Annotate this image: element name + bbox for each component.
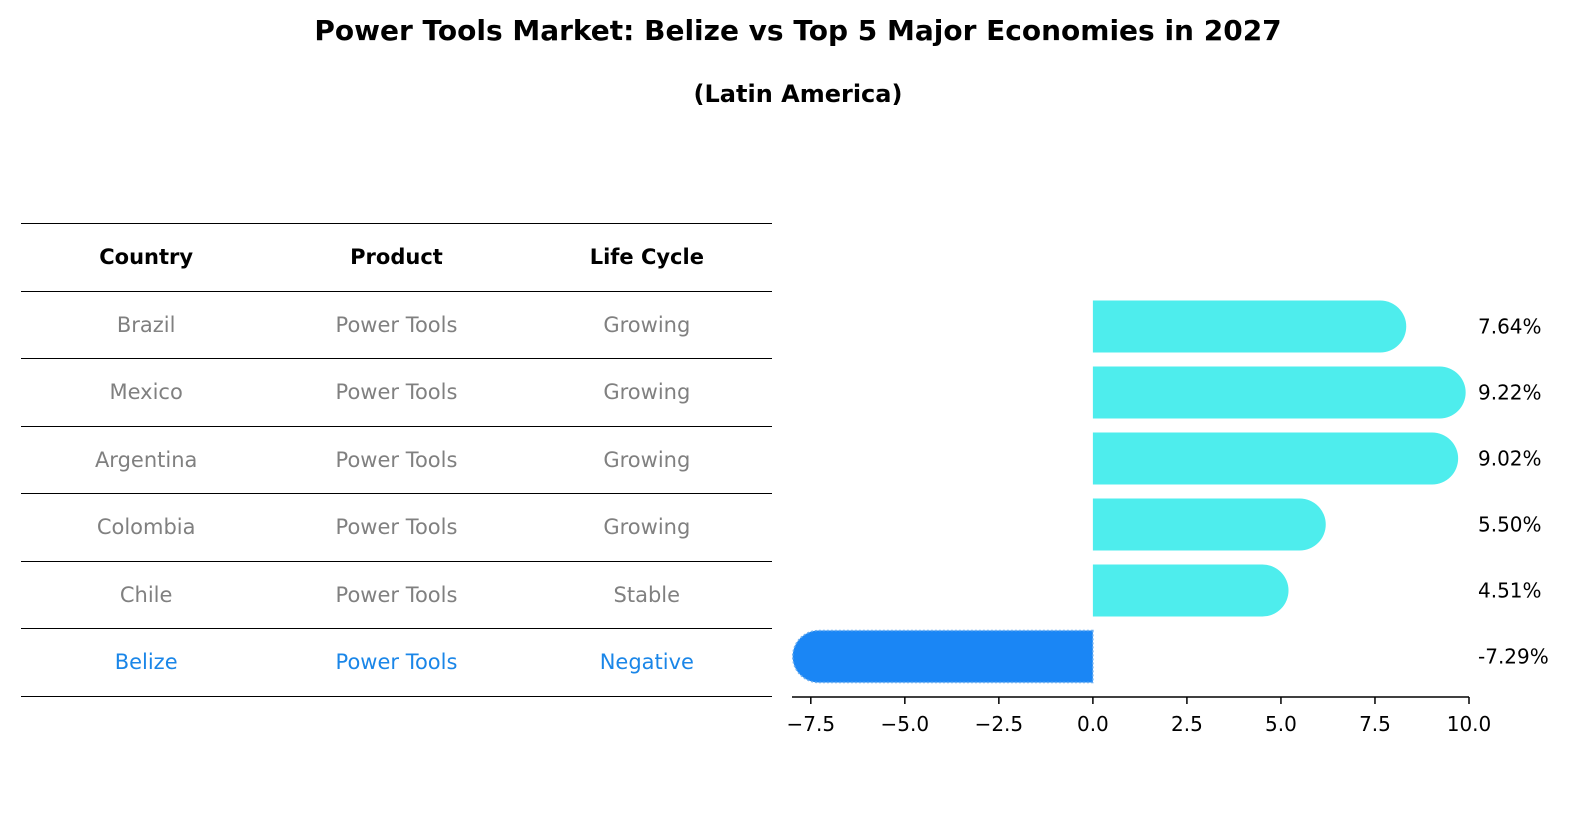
x-tick-label: −2.5 (975, 712, 1024, 736)
bar-colombia (1092, 498, 1326, 551)
x-tick-label: 5.0 (1265, 712, 1297, 736)
x-tick-label: −5.0 (881, 712, 930, 736)
x-tick-label: 2.5 (1171, 712, 1203, 736)
cell-country: Chile (119, 582, 173, 607)
header-country: Country (99, 245, 194, 270)
cell-life-cycle: Negative (599, 650, 694, 675)
value-label: 9.22% (1478, 381, 1542, 405)
cell-life-cycle: Stable (613, 582, 681, 607)
bar-argentina (1092, 432, 1459, 485)
cell-life-cycle: Growing (603, 380, 691, 405)
table-row: Argentina Power Tools Growing (21, 425, 772, 494)
cell-country: Argentina (94, 447, 198, 472)
bar-belize (791, 629, 1094, 684)
cell-product: Power Tools (335, 380, 458, 405)
cell-product: Power Tools (335, 582, 458, 607)
cell-country: Mexico (109, 380, 183, 405)
cell-country: Belize (114, 650, 178, 675)
table-row-highlight: Belize Power Tools Negative (21, 628, 772, 697)
cell-life-cycle: Growing (603, 312, 691, 337)
table-row: Mexico Power Tools Growing (21, 358, 772, 426)
cell-country: Brazil (116, 312, 176, 337)
table-row: Chile Power Tools Stable (21, 560, 772, 629)
x-tick-label: 0.0 (1077, 712, 1109, 736)
x-tick-label: −7.5 (787, 712, 836, 736)
cell-country: Colombia (96, 515, 196, 540)
bar-mexico (1092, 366, 1466, 419)
cell-life-cycle: Growing (603, 515, 691, 540)
cell-product: Power Tools (335, 515, 458, 540)
value-label: 7.64% (1478, 315, 1542, 339)
cell-product: Power Tools (335, 447, 458, 472)
header-life-cycle: Life Cycle (589, 245, 704, 270)
country-table: Country Product Life Cycle Brazil Power … (21, 223, 772, 697)
value-label: 5.50% (1478, 513, 1542, 537)
value-label: -7.29% (1478, 645, 1549, 669)
x-tick-label: 10.0 (1447, 712, 1492, 736)
chart-title: Power Tools Market: Belize vs Top 5 Majo… (314, 14, 1282, 47)
cell-life-cycle: Growing (603, 447, 691, 472)
table-header-row: Country Product Life Cycle (21, 223, 772, 291)
bar-brazil (1092, 300, 1407, 353)
bar-chile (1092, 564, 1289, 617)
cell-product: Power Tools (335, 650, 458, 675)
value-label: 9.02% (1478, 447, 1542, 471)
chart-subtitle: (Latin America) (693, 80, 903, 108)
header-product: Product (350, 245, 443, 270)
value-label: 4.51% (1478, 579, 1542, 603)
cell-product: Power Tools (335, 312, 458, 337)
table-row: Colombia Power Tools Growing (21, 493, 772, 561)
x-tick-label: 7.5 (1359, 712, 1391, 736)
table-row: Brazil Power Tools Growing (21, 290, 772, 359)
